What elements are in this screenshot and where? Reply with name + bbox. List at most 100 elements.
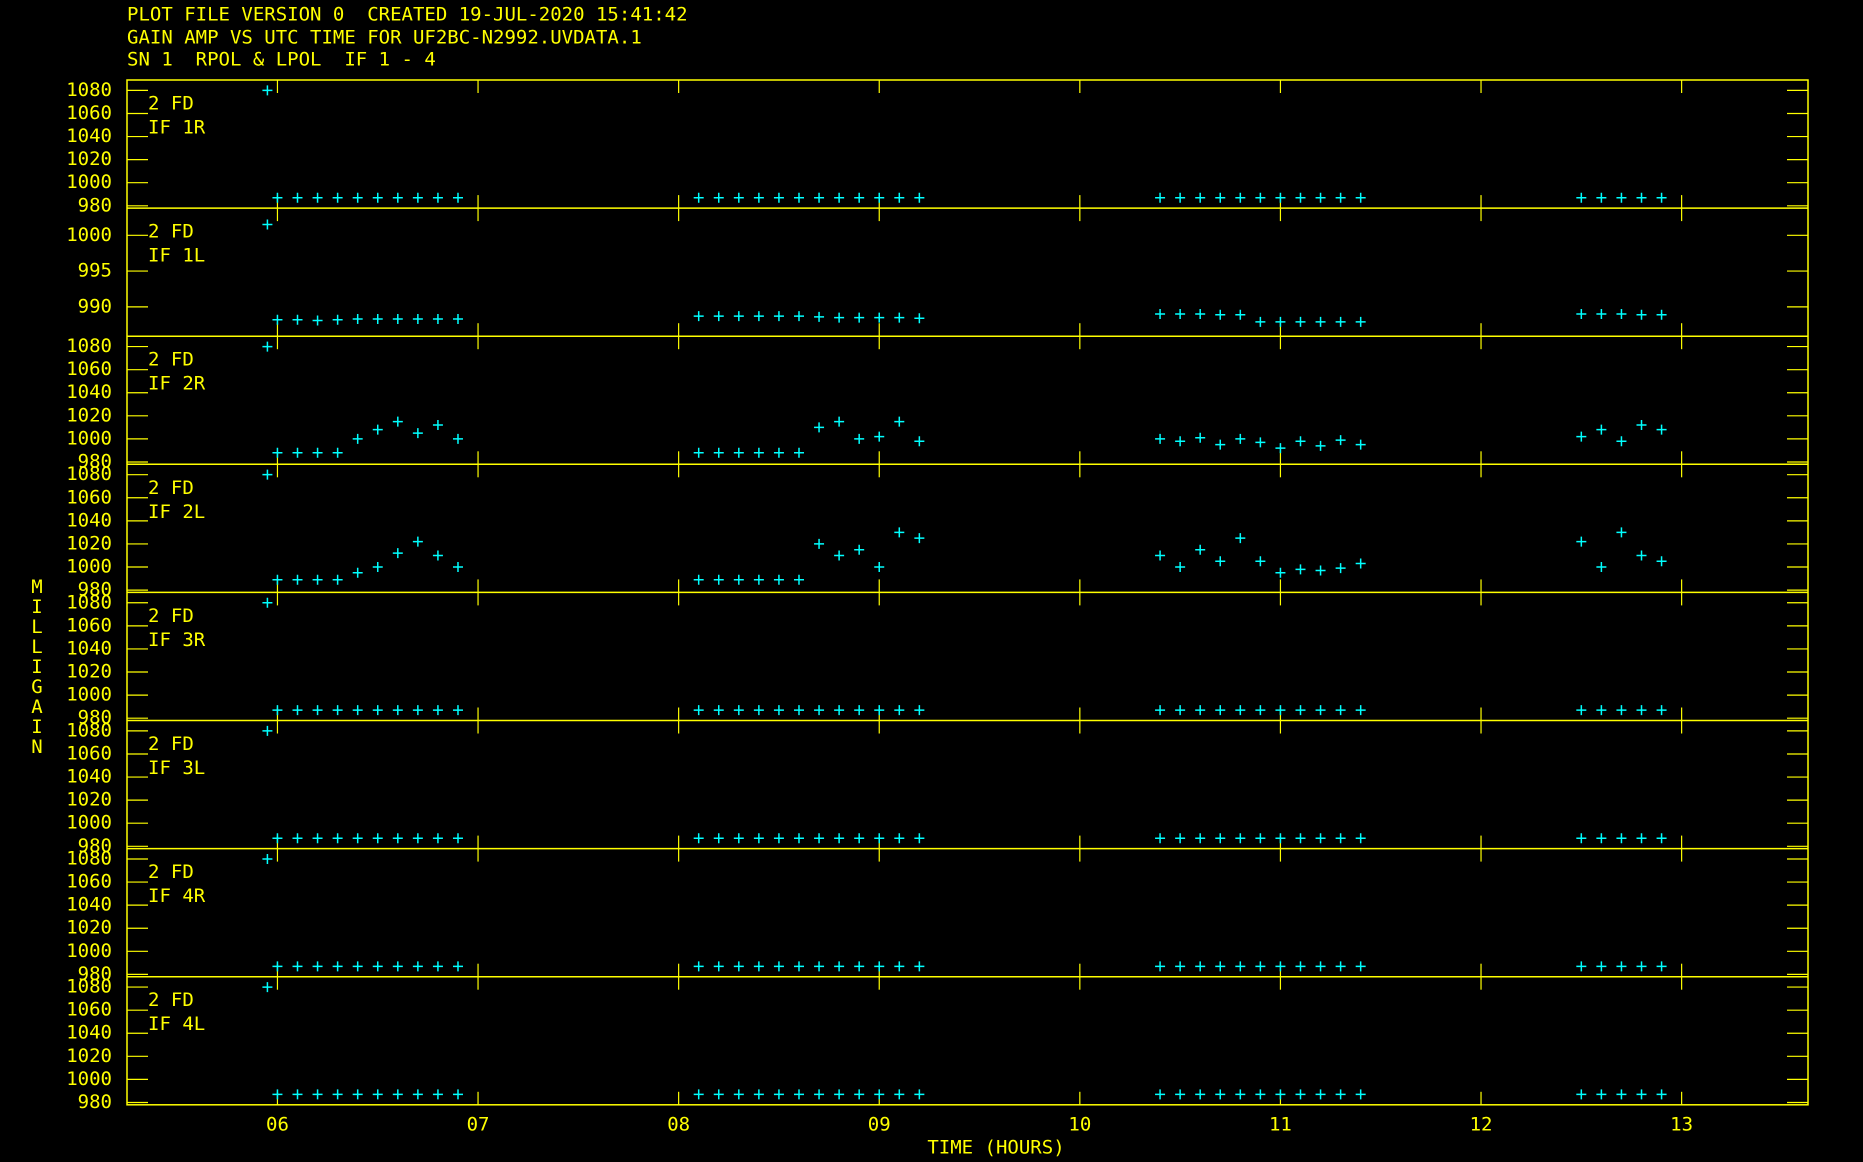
data-point [392,314,403,325]
data-point [914,436,925,447]
data-point [432,192,443,203]
data-point [272,1089,283,1100]
data-point [854,192,865,203]
y-tick-label: 1040 [66,125,112,147]
data-point [733,311,744,322]
y-tick-label: 1060 [66,486,112,508]
data-point [372,1089,383,1100]
y-tick-label: 1080 [66,79,112,101]
data-point [1295,436,1306,447]
panel-annotation: 2 FD [148,477,194,499]
data-point [693,192,704,203]
data-point [914,313,925,324]
data-point [1175,192,1186,203]
data-point [432,833,443,844]
data-point [894,833,905,844]
data-point [1335,435,1346,446]
data-point [1656,424,1667,435]
y-tick-label: 1000 [66,171,112,193]
data-point [272,574,283,585]
data-point [272,314,283,325]
data-point [753,192,764,203]
data-point [1596,562,1607,573]
data-point [793,705,804,716]
data-point [693,705,704,716]
data-point [392,833,403,844]
y-tick-label: 1020 [66,917,112,939]
data-point [1355,316,1366,327]
data-point [452,1089,463,1100]
header-line: SN 1 RPOL & LPOL IF 1 - 4 [127,49,436,71]
data-point [1315,961,1326,972]
data-point [1255,556,1266,567]
x-tick-label: 11 [1269,1114,1292,1136]
data-point [392,1089,403,1100]
x-tick-label: 12 [1470,1114,1493,1136]
data-point [1355,558,1366,569]
data-point [753,1089,764,1100]
data-point [914,533,925,544]
data-point [372,314,383,325]
data-point [372,961,383,972]
y-tick-label: 1000 [66,1068,112,1090]
data-point [874,562,885,573]
panel-label: IF 1R [148,117,206,139]
data-point [1215,309,1226,320]
data-point [914,705,925,716]
data-point [292,314,303,325]
data-point [1195,1089,1206,1100]
y-tick-label: 1000 [66,812,112,834]
y-tick-label: 1020 [66,789,112,811]
data-point [834,833,845,844]
data-point [1596,961,1607,972]
data-point [1255,437,1266,448]
data-point [733,574,744,585]
data-point [793,311,804,322]
data-point [1255,192,1266,203]
x-tick-label: 09 [868,1114,891,1136]
data-point [1235,961,1246,972]
data-point [1295,705,1306,716]
data-point [352,961,363,972]
data-point [1596,424,1607,435]
data-point [1155,433,1166,444]
y-tick-label: 1060 [66,358,112,380]
data-point [874,833,885,844]
data-point [1215,961,1226,972]
data-point [452,433,463,444]
data-point [332,833,343,844]
data-point [1175,833,1186,844]
y-tick-label: 1060 [66,742,112,764]
data-point [1175,562,1186,573]
data-point [1355,1089,1366,1100]
data-point [854,544,865,555]
data-point [773,192,784,203]
data-point [372,833,383,844]
panel-annotation: 2 FD [148,861,194,883]
data-point [1596,833,1607,844]
data-point [834,416,845,427]
data-point [1255,316,1266,327]
data-point [432,314,443,325]
data-point [1275,192,1286,203]
data-point [1215,705,1226,716]
y-tick-label: 1000 [66,556,112,578]
data-point [894,1089,905,1100]
data-point [352,314,363,325]
data-point [1235,533,1246,544]
data-point [773,1089,784,1100]
y-tick-label: 1060 [66,999,112,1021]
y-axis-label: MILLIGAIN [26,576,48,756]
header-line: GAIN AMP VS UTC TIME FOR UF2BC-N2992.UVD… [127,27,642,49]
data-point [1235,192,1246,203]
data-point [332,961,343,972]
data-point [1616,436,1627,447]
data-point [352,833,363,844]
data-point [914,833,925,844]
data-point [1295,192,1306,203]
data-point [1355,833,1366,844]
data-point [312,705,323,716]
data-point [854,1089,865,1100]
y-tick-label: 1080 [66,976,112,998]
panel-annotation: 2 FD [148,221,194,243]
